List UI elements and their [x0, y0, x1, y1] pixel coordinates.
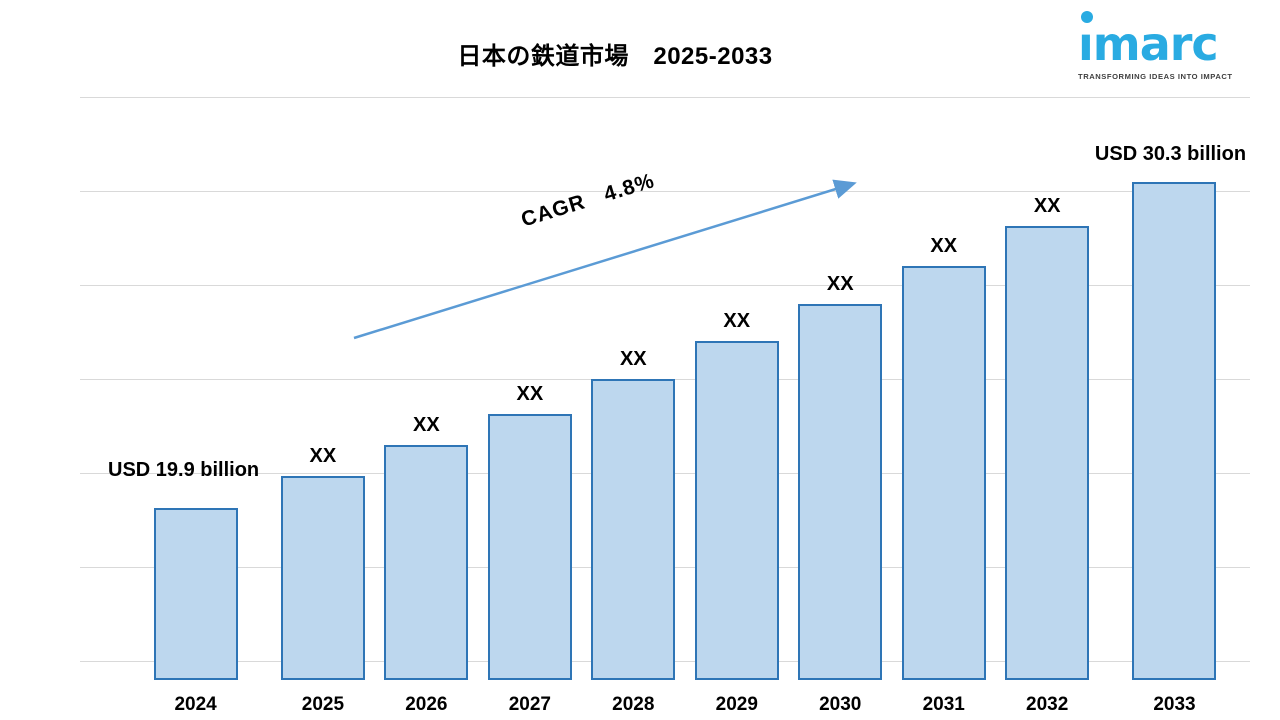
chart-title: 日本の鉄道市場 2025-2033 — [457, 43, 773, 70]
bar-2030 — [798, 303, 883, 680]
bar-column-2028: XX 2028 — [582, 97, 685, 715]
x-axis-label-2032: 2032 — [1026, 694, 1069, 715]
bar-value-label-2029: XX — [723, 310, 751, 333]
bar-column-2024: USD 19.9 billion 2024 — [108, 97, 271, 715]
bar-2025 — [280, 476, 365, 680]
x-axis-label-2028: 2028 — [612, 694, 655, 715]
gridline — [80, 97, 1250, 98]
imarc-logo-text: ımarc — [1078, 17, 1219, 71]
bar-value-label-2024: USD 19.9 billion — [108, 458, 260, 481]
x-axis-label-2030: 2030 — [819, 694, 862, 715]
bar-column-2026: XX 2026 — [375, 97, 478, 715]
x-axis-label-2024: 2024 — [174, 694, 217, 715]
bar-column-2032: XX 2032 — [995, 97, 1098, 715]
x-axis-label-2025: 2025 — [301, 694, 345, 715]
bar-2033 — [1132, 181, 1217, 680]
imarc-logo-dot-icon — [1081, 11, 1093, 23]
bar-column-2031: XX 2031 — [892, 97, 995, 715]
bar-value-label-2033: USD 30.3 billion — [1094, 142, 1247, 165]
bar-value-label-2028: XX — [619, 348, 647, 371]
x-axis-label-2026: 2026 — [405, 694, 448, 715]
x-axis-label-2027: 2027 — [508, 694, 551, 715]
plot-area: USD 19.9 billion 2024 XX 2025 XX 2026 XX 2027 XX… — [80, 97, 1250, 715]
bar-column-2030: XX 2030 — [789, 97, 892, 715]
bar-value-label-2027: XX — [516, 382, 544, 405]
bar-column-2029: XX 2029 — [685, 97, 788, 715]
bar-column-2033: USD 30.3 billion 2033 — [1095, 97, 1250, 715]
bar-column-2025: XX 2025 — [271, 97, 374, 715]
x-axis-label-2029: 2029 — [715, 694, 758, 715]
bar-2031 — [901, 266, 986, 680]
bar-column-2027: XX 2027 — [478, 97, 581, 715]
imarc-logo-wordmark: ımarc — [1078, 11, 1264, 71]
bar-value-label-2025: XX — [309, 445, 337, 468]
bar-2024 — [153, 507, 238, 680]
x-axis-label-2033: 2033 — [1153, 694, 1196, 715]
bar-value-label-2031: XX — [930, 235, 958, 258]
bar-value-label-2032: XX — [1033, 194, 1061, 217]
bar-2027 — [487, 413, 572, 680]
bar-series: USD 19.9 billion 2024 XX 2025 XX 2026 XX 2027 XX… — [108, 97, 1250, 715]
bar-2028 — [591, 379, 676, 680]
x-axis-label-2031: 2031 — [922, 694, 965, 715]
imarc-logo-tagline: TRANSFORMING IDEAS INTO IMPACT — [1078, 72, 1233, 82]
bar-2032 — [1005, 225, 1090, 680]
bar-value-label-2026: XX — [413, 413, 440, 436]
bar-value-label-2030: XX — [826, 272, 854, 295]
bar-2026 — [384, 444, 469, 680]
bar-2029 — [694, 341, 779, 680]
imarc-logo: ımarc TRANSFORMING IDEAS INTO IMPACT — [1078, 11, 1264, 82]
